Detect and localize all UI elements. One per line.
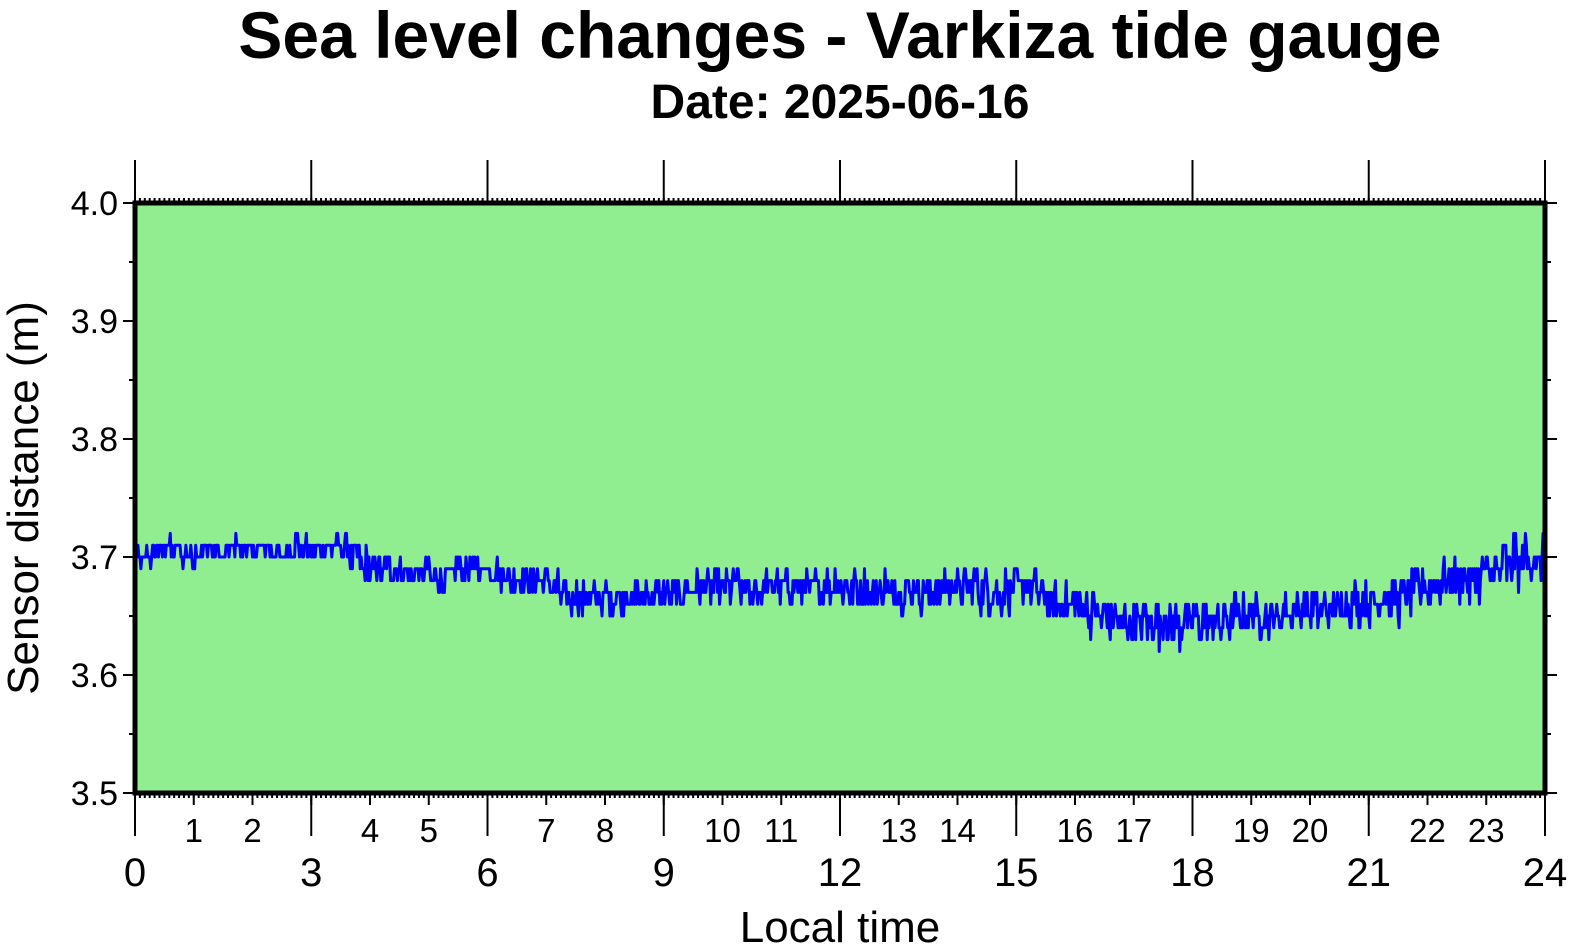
- x-hour-tick-label: 23: [1468, 812, 1505, 849]
- x-hour-tick-label: 5: [420, 812, 438, 849]
- x-hour-tick-label: 7: [537, 812, 555, 849]
- y-axis-label: Sensor distance (m): [0, 301, 48, 695]
- x-major-tick-label: 9: [653, 851, 675, 895]
- x-major-tick-label: 12: [818, 851, 863, 895]
- x-major-tick-label: 18: [1170, 851, 1215, 895]
- y-tick-label: 3.9: [71, 303, 118, 341]
- plot-frame: [132, 200, 1548, 796]
- x-hour-tick-label: 10: [704, 812, 741, 849]
- x-hour-tick-label: 20: [1292, 812, 1329, 849]
- x-hour-tick-label: 8: [596, 812, 614, 849]
- y-tick-label: 3.5: [71, 775, 118, 813]
- x-hour-tick-label: 4: [361, 812, 379, 849]
- x-hour-tick-label: 22: [1409, 812, 1446, 849]
- x-hour-tick-label: 2: [243, 812, 261, 849]
- y-tick-label: 3.6: [71, 657, 118, 695]
- y-tick-label: 4.0: [71, 185, 118, 223]
- chart-title: Sea level changes - Varkiza tide gauge: [238, 0, 1441, 72]
- x-major-tick-label: 6: [476, 851, 498, 895]
- x-major-tick-label: 21: [1347, 851, 1392, 895]
- x-hour-tick-label: 17: [1115, 812, 1152, 849]
- x-major-tick-label: 0: [124, 851, 146, 895]
- chart-subtitle: Date: 2025-06-16: [651, 76, 1030, 129]
- y-tick-label: 3.7: [71, 539, 118, 577]
- x-hour-tick-label: 1: [185, 812, 203, 849]
- plot-area: [135, 203, 1545, 793]
- sea-level-series-line: [134, 531, 1546, 653]
- tick-labels: 3.53.63.73.83.94.01 2 4 5 7 8 10 11 13 14 16 17 19 20…: [71, 185, 1568, 895]
- x-hour-tick-label: 19: [1233, 812, 1270, 849]
- y-tick-label: 3.8: [71, 421, 118, 459]
- x-hour-tick-label: 16: [1057, 812, 1094, 849]
- x-major-tick-label: 24: [1523, 851, 1568, 895]
- x-major-tick-label: 3: [300, 851, 322, 895]
- x-hour-tick-label: 13: [880, 812, 917, 849]
- x-axis-label: Local time: [740, 903, 941, 950]
- x-major-tick-label: 15: [994, 851, 1039, 895]
- x-hour-tick-label: 14: [939, 812, 976, 849]
- x-hour-tick-label: 11: [764, 812, 798, 849]
